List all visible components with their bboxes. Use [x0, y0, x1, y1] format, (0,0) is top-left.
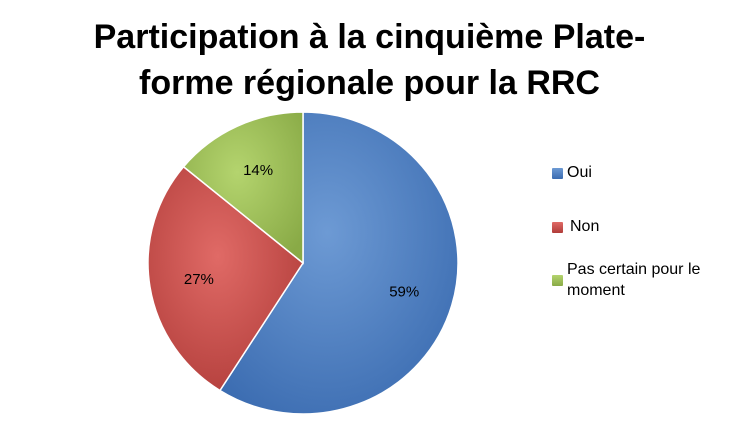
legend-item-non: Non [552, 218, 599, 236]
data-label-oui: 59% [389, 284, 419, 301]
legend-swatch-pas-certain [552, 275, 563, 286]
legend-label-pas-certain-line-2: moment [567, 280, 700, 301]
legend-swatch-non [552, 222, 563, 233]
legend-item-pas-certain: Pas certain pour le moment [552, 259, 700, 301]
legend-swatch-oui [552, 168, 563, 179]
data-label-pas-certain: 14% [243, 162, 273, 179]
legend-label-pas-certain-line-1: Pas certain pour le [567, 259, 700, 280]
legend-label-non: Non [570, 218, 599, 236]
legend-label-oui: Oui [567, 164, 592, 182]
legend-item-oui: Oui [552, 164, 592, 182]
data-label-non: 27% [184, 271, 214, 288]
